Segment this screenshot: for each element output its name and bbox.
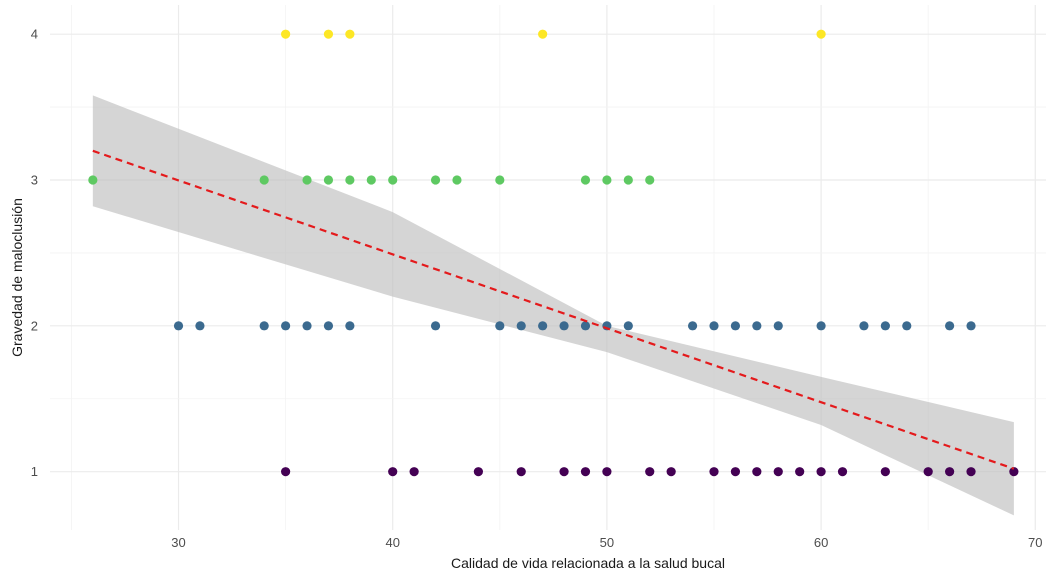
data-point <box>173 321 184 331</box>
data-point <box>580 321 591 331</box>
data-point <box>730 321 741 331</box>
y-axis-ticks: 1 2 3 4 <box>31 27 38 479</box>
data-point <box>195 321 205 331</box>
data-point <box>730 467 741 477</box>
data-point <box>752 467 762 477</box>
data-point <box>945 467 955 477</box>
x-tick-label: 40 <box>385 535 399 550</box>
data-point <box>559 321 569 331</box>
data-point <box>687 321 698 331</box>
data-point <box>923 467 933 477</box>
data-point <box>259 321 269 331</box>
data-point <box>88 175 98 185</box>
data-point <box>623 175 633 185</box>
data-point <box>281 29 291 39</box>
data-point <box>966 467 976 477</box>
data-point <box>516 321 526 331</box>
data-point <box>602 175 612 185</box>
data-point <box>945 321 955 331</box>
data-point <box>323 175 334 185</box>
data-point <box>1009 467 1019 477</box>
data-point <box>538 321 548 331</box>
data-point <box>538 29 548 39</box>
data-point <box>388 467 398 477</box>
x-tick-label: 50 <box>600 535 614 550</box>
x-tick-label: 70 <box>1028 535 1042 550</box>
data-point <box>773 467 783 477</box>
regression-line <box>92 149 1015 470</box>
data-point <box>666 467 676 477</box>
data-point <box>452 175 462 185</box>
grid-lines <box>50 5 1046 530</box>
data-point <box>302 175 312 185</box>
data-point <box>752 321 762 331</box>
data-point <box>580 175 591 185</box>
data-point <box>345 29 355 39</box>
data-point <box>816 467 826 477</box>
data-point <box>388 175 398 185</box>
data-point <box>709 321 719 331</box>
data-point <box>837 467 848 477</box>
data-point <box>645 175 655 185</box>
y-tick-label: 4 <box>31 27 38 42</box>
data-point <box>580 467 591 477</box>
data-point <box>859 321 869 331</box>
data-point <box>345 175 355 185</box>
data-point <box>345 321 355 331</box>
y-axis-title: Gravedad de maloclusión <box>9 198 25 357</box>
data-point <box>366 175 376 185</box>
data-point <box>602 467 612 477</box>
data-point <box>281 467 291 477</box>
regression-line-group <box>92 149 1015 470</box>
data-point <box>795 467 805 477</box>
data-point <box>816 29 826 39</box>
data-point <box>430 321 441 331</box>
data-points <box>88 29 1019 477</box>
y-tick-label: 1 <box>31 464 38 479</box>
confidence-band <box>92 95 1014 516</box>
data-point <box>559 467 569 477</box>
data-point <box>966 321 976 331</box>
data-point <box>516 467 526 477</box>
confidence-band-group <box>92 95 1014 516</box>
data-point <box>430 175 441 185</box>
data-point <box>302 321 312 331</box>
x-tick-label: 60 <box>814 535 828 550</box>
data-point <box>495 321 505 331</box>
data-point <box>323 321 334 331</box>
x-axis-ticks: 30 40 50 60 70 <box>171 535 1042 550</box>
data-point <box>473 467 483 477</box>
data-point <box>623 321 633 331</box>
data-point <box>495 175 505 185</box>
data-point <box>773 321 783 331</box>
data-point <box>259 175 269 185</box>
y-tick-label: 3 <box>31 173 38 188</box>
data-point <box>880 467 890 477</box>
data-point <box>281 321 291 331</box>
data-point <box>880 321 890 331</box>
data-point <box>902 321 912 331</box>
x-tick-label: 30 <box>171 535 185 550</box>
y-tick-label: 2 <box>31 318 38 333</box>
data-point <box>409 467 419 477</box>
data-point <box>323 29 334 39</box>
data-point <box>816 321 826 331</box>
data-point <box>645 467 655 477</box>
data-point <box>709 467 719 477</box>
x-axis-title: Calidad de vida relacionada a la salud b… <box>451 555 725 571</box>
